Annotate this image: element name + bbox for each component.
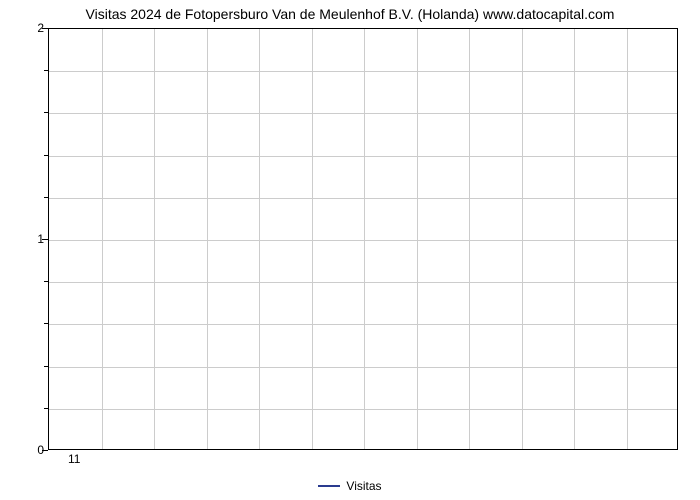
grid-vertical xyxy=(627,29,628,449)
grid-horizontal xyxy=(49,198,677,199)
y-tick-mark xyxy=(42,28,48,29)
grid-horizontal xyxy=(49,367,677,368)
chart-container: Visitas 2024 de Fotopersburo Van de Meul… xyxy=(0,0,700,500)
y-minor-tick xyxy=(44,366,48,367)
grid-vertical xyxy=(207,29,208,449)
chart-title: Visitas 2024 de Fotopersburo Van de Meul… xyxy=(0,6,700,22)
grid-vertical xyxy=(259,29,260,449)
grid-vertical xyxy=(574,29,575,449)
grid-horizontal xyxy=(49,240,677,241)
y-tick-mark xyxy=(42,239,48,240)
y-tick-mark xyxy=(42,450,48,451)
grid-horizontal xyxy=(49,282,677,283)
y-minor-tick xyxy=(44,70,48,71)
x-tick-label: 11 xyxy=(68,452,80,466)
grid-horizontal xyxy=(49,71,677,72)
legend-swatch xyxy=(318,485,340,487)
y-minor-tick xyxy=(44,112,48,113)
grid-vertical xyxy=(312,29,313,449)
y-minor-tick xyxy=(44,281,48,282)
grid-vertical xyxy=(102,29,103,449)
legend-label: Visitas xyxy=(346,479,381,493)
y-tick-label: 1 xyxy=(4,232,44,246)
y-minor-tick xyxy=(44,323,48,324)
y-minor-tick xyxy=(44,197,48,198)
legend: Visitas xyxy=(0,478,700,493)
y-tick-label: 2 xyxy=(4,21,44,35)
grid-vertical xyxy=(364,29,365,449)
grid-vertical xyxy=(154,29,155,449)
grid-vertical xyxy=(469,29,470,449)
grid-horizontal xyxy=(49,113,677,114)
y-minor-tick xyxy=(44,155,48,156)
y-tick-label: 0 xyxy=(4,443,44,457)
plot-area xyxy=(48,28,678,450)
grid-horizontal xyxy=(49,156,677,157)
grid-vertical xyxy=(522,29,523,449)
grid-horizontal xyxy=(49,409,677,410)
grid-horizontal xyxy=(49,324,677,325)
y-minor-tick xyxy=(44,408,48,409)
grid-vertical xyxy=(417,29,418,449)
